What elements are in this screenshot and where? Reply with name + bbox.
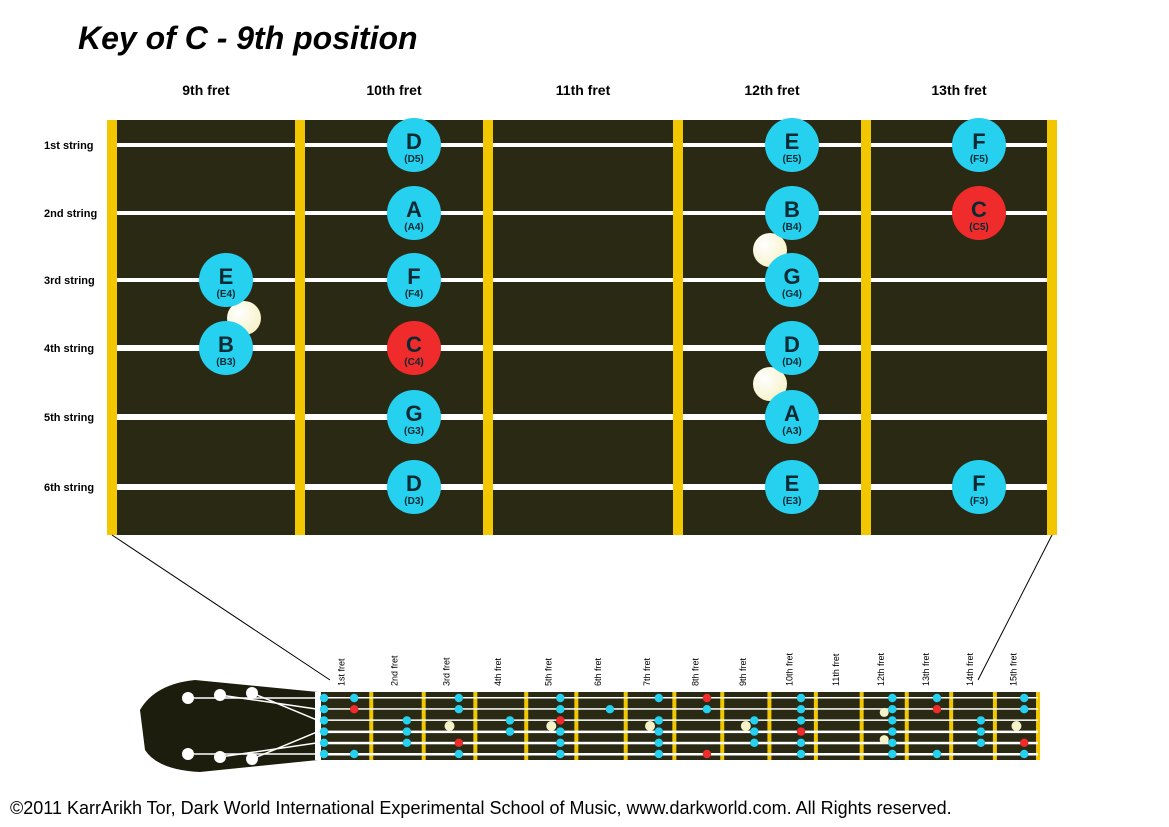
svg-text:(G4): (G4) <box>782 289 802 300</box>
svg-text:1st string: 1st string <box>44 140 94 152</box>
svg-text:(E5): (E5) <box>783 154 802 165</box>
svg-text:4th string: 4th string <box>44 343 94 355</box>
svg-text:D: D <box>406 471 422 496</box>
svg-text:9th fret: 9th fret <box>738 657 748 686</box>
svg-text:(A3): (A3) <box>782 426 801 437</box>
svg-text:F: F <box>972 471 985 496</box>
svg-text:12th fret: 12th fret <box>876 652 886 686</box>
svg-text:11th fret: 11th fret <box>831 653 841 686</box>
svg-text:D: D <box>784 332 800 357</box>
svg-text:(F3): (F3) <box>970 496 988 507</box>
svg-text:1st fret: 1st fret <box>337 658 347 686</box>
svg-text:(G3): (G3) <box>404 426 424 437</box>
svg-text:C: C <box>971 197 987 222</box>
svg-text:F: F <box>972 129 985 154</box>
svg-text:(B3): (B3) <box>216 357 235 368</box>
fretboard-diagram: Key of C - 9th position 1st string2nd st… <box>0 0 1169 827</box>
svg-text:B: B <box>218 332 234 357</box>
svg-text:D: D <box>406 129 422 154</box>
svg-text:5th string: 5th string <box>44 412 94 424</box>
svg-text:A: A <box>406 197 422 222</box>
svg-text:2nd string: 2nd string <box>44 208 97 220</box>
svg-text:(D4): (D4) <box>782 357 801 368</box>
svg-text:10th fret: 10th fret <box>785 652 795 686</box>
svg-text:G: G <box>405 401 422 426</box>
svg-text:9th fret: 9th fret <box>182 82 230 98</box>
svg-text:12th fret: 12th fret <box>744 82 800 98</box>
svg-text:13th fret: 13th fret <box>921 652 931 686</box>
copyright-text: ©2011 KarrArikh Tor, Dark World Internat… <box>10 798 952 819</box>
svg-text:A: A <box>784 401 800 426</box>
svg-text:F: F <box>407 264 420 289</box>
diagram-svg: 1st string 2nd string 3rd string 4th string… <box>0 0 1169 827</box>
svg-text:(E4): (E4) <box>217 289 236 300</box>
svg-text:5th fret: 5th fret <box>543 657 553 686</box>
svg-text:G: G <box>783 264 800 289</box>
svg-text:7th fret: 7th fret <box>642 657 652 686</box>
svg-text:6th fret: 6th fret <box>593 657 603 686</box>
svg-text:6th string: 6th string <box>44 482 94 494</box>
svg-text:10th fret: 10th fret <box>366 82 422 98</box>
svg-text:(D5): (D5) <box>404 154 423 165</box>
svg-text:14th fret: 14th fret <box>965 652 975 686</box>
svg-text:(C4): (C4) <box>404 357 423 368</box>
svg-text:(B4): (B4) <box>782 222 801 233</box>
svg-text:11th fret: 11th fret <box>556 82 611 98</box>
svg-text:13th fret: 13th fret <box>931 82 987 98</box>
svg-text:(D3): (D3) <box>404 496 423 507</box>
svg-text:C: C <box>406 332 422 357</box>
svg-text:E: E <box>219 264 234 289</box>
svg-text:E: E <box>785 129 800 154</box>
svg-text:15th fret: 15th fret <box>1008 652 1018 686</box>
svg-text:(E3): (E3) <box>783 496 802 507</box>
svg-text:(A4): (A4) <box>404 222 423 233</box>
svg-text:3rd fret: 3rd fret <box>442 657 452 686</box>
svg-text:E: E <box>785 471 800 496</box>
svg-text:3rd string: 3rd string <box>44 275 95 287</box>
svg-text:4th fret: 4th fret <box>493 657 503 686</box>
svg-text:(F5): (F5) <box>970 154 988 165</box>
svg-text:B: B <box>784 197 800 222</box>
svg-text:(C5): (C5) <box>969 222 988 233</box>
svg-text:(F4): (F4) <box>405 289 423 300</box>
svg-text:8th fret: 8th fret <box>690 657 700 686</box>
svg-text:2nd fret: 2nd fret <box>389 655 399 686</box>
